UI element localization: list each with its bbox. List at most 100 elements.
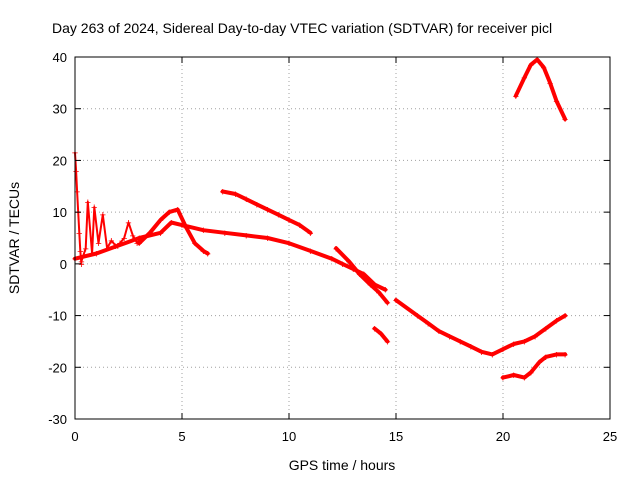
data-point-arc-evening-decline: + (457, 336, 463, 348)
data-point-arc-upper-band: + (264, 205, 270, 217)
data-point-arc-main-day: + (361, 269, 367, 281)
data-point-arc-evening-decline: + (532, 331, 538, 343)
data-point-arc-afternoon-branch: + (356, 269, 362, 281)
y-tick-label: 40 (53, 50, 67, 65)
data-point-arc-evening-decline: + (489, 349, 495, 361)
data-point-arc-late-high: + (562, 114, 568, 126)
data-point-arc-upper-band: + (296, 220, 302, 232)
data-point-arc-main-day: + (136, 233, 142, 245)
y-axis-label: SDTVAR / TECUs (6, 182, 22, 294)
data-point-arc-early-spike: + (73, 166, 79, 178)
data-point-arc-late-high: + (540, 62, 546, 74)
data-point-arc-main-day: + (382, 285, 388, 297)
y-tick-label: -20 (48, 360, 67, 375)
data-series: ++++++++++++++++++++++++ +++ ++ + + + + + +++ + + +… (72, 55, 568, 385)
data-point-arc-early-noisy: + (108, 236, 114, 248)
x-tick-label: 20 (496, 429, 510, 444)
data-point-arc-evening-decline: + (521, 336, 527, 348)
chart-title: Day 263 of 2024, Sidereal Day-to-day VTE… (52, 20, 552, 36)
y-axis: -30 -20 -10 0 10 20 30 40 (48, 50, 610, 427)
data-point-arc-short-drop: + (384, 336, 390, 348)
series-arc-late-high (513, 57, 568, 122)
data-point-arc-afternoon-branch: + (333, 243, 339, 255)
data-point-arc-evening-lower: + (500, 373, 506, 385)
data-point-arc-morning-bump: + (166, 207, 172, 219)
data-point-arc-main-day: + (222, 228, 228, 240)
data-point-arc-early-spike: + (77, 246, 83, 258)
data-point-arc-short-drop: + (371, 324, 377, 336)
data-point-arc-evening-lower: + (528, 367, 534, 379)
data-point-arc-late-high: + (521, 73, 527, 85)
data-point-arc-early-spike: + (75, 207, 81, 219)
data-point-arc-early-noisy: + (125, 217, 131, 229)
data-point-arc-evening-decline: + (468, 342, 474, 354)
data-point-arc-early-noisy: + (91, 202, 97, 214)
x-tick-label: 0 (71, 429, 78, 444)
y-tick-label: 10 (53, 205, 67, 220)
data-point-arc-main-day: + (93, 249, 99, 261)
data-point-arc-late-high: + (528, 60, 534, 72)
series-arc-upper-band (220, 189, 313, 235)
data-point-arc-main-day: + (339, 259, 345, 271)
data-point-arc-evening-decline: + (500, 344, 506, 356)
data-point-arc-morning-bump: + (183, 223, 189, 235)
data-point-arc-afternoon-branch: + (367, 280, 373, 292)
data-point-arc-evening-decline: + (446, 331, 452, 343)
data-point-arc-morning-bump: + (136, 238, 142, 250)
data-point-arc-upper-band: + (243, 194, 249, 206)
data-point-arc-late-high: + (547, 78, 553, 90)
data-point-arc-evening-lower: + (521, 373, 527, 385)
data-point-arc-early-noisy: + (100, 210, 106, 222)
x-tick-label: 5 (178, 429, 185, 444)
series-arc-morning-bump (137, 207, 210, 256)
data-point-arc-morning-bump: + (147, 228, 153, 240)
data-point-arc-evening-decline: + (425, 318, 431, 330)
data-point-arc-late-high: + (534, 55, 540, 67)
data-point-arc-upper-band: + (254, 199, 260, 211)
data-point-arc-main-day: + (307, 246, 313, 258)
data-point-arc-late-high: + (513, 91, 519, 103)
data-point-arc-afternoon-branch: + (346, 256, 352, 268)
data-point-arc-morning-bump: + (157, 215, 163, 227)
x-tick-label: 10 (282, 429, 296, 444)
data-point-arc-main-day: + (179, 220, 185, 232)
data-point-arc-evening-decline: + (543, 324, 549, 336)
data-point-arc-evening-decline: + (562, 311, 568, 323)
y-tick-label: -30 (48, 412, 67, 427)
data-point-arc-evening-lower: + (510, 370, 516, 382)
data-point-arc-upper-band: + (219, 186, 225, 198)
series-arc-short-drop (372, 326, 390, 344)
data-point-arc-main-day: + (243, 230, 249, 242)
data-point-arc-morning-bump: + (200, 246, 206, 258)
x-axis: 0 5 10 15 20 25 (71, 57, 617, 444)
data-point-arc-early-noisy: + (85, 197, 91, 209)
data-point-arc-early-spike: + (74, 186, 80, 198)
data-point-arc-upper-band: + (232, 189, 238, 201)
data-point-arc-early-noisy: + (121, 233, 127, 245)
grid (75, 57, 610, 419)
data-point-arc-afternoon-branch: + (376, 287, 382, 299)
plot-frame (74, 56, 611, 420)
data-point-arc-main-day: + (329, 254, 335, 266)
x-axis-label: GPS time / hours (289, 457, 396, 473)
data-point-arc-main-day: + (264, 233, 270, 245)
series-arc-evening-decline (394, 298, 568, 357)
data-point-arc-upper-band: + (275, 210, 281, 222)
data-point-arc-evening-decline: + (414, 311, 420, 323)
data-point-arc-early-noisy: + (95, 238, 101, 250)
data-point-arc-evening-decline: + (436, 326, 442, 338)
data-point-arc-early-noisy: + (82, 243, 88, 255)
series-arc-early-noisy (80, 200, 143, 263)
data-point-arc-morning-bump: + (192, 238, 198, 250)
data-point-arc-main-day: + (350, 264, 356, 276)
data-point-arc-upper-band: + (307, 228, 313, 240)
data-point-arc-main-day: + (168, 217, 174, 229)
data-point-arc-morning-bump: + (175, 205, 181, 217)
data-point-arc-evening-lower: + (562, 349, 568, 361)
data-point-arc-main-day: + (157, 228, 163, 240)
data-point-arc-early-spike: + (76, 228, 82, 240)
data-point-arc-evening-lower: + (553, 349, 559, 361)
data-point-arc-evening-lower: + (536, 357, 542, 369)
data-point-arc-evening-decline: + (510, 339, 516, 351)
